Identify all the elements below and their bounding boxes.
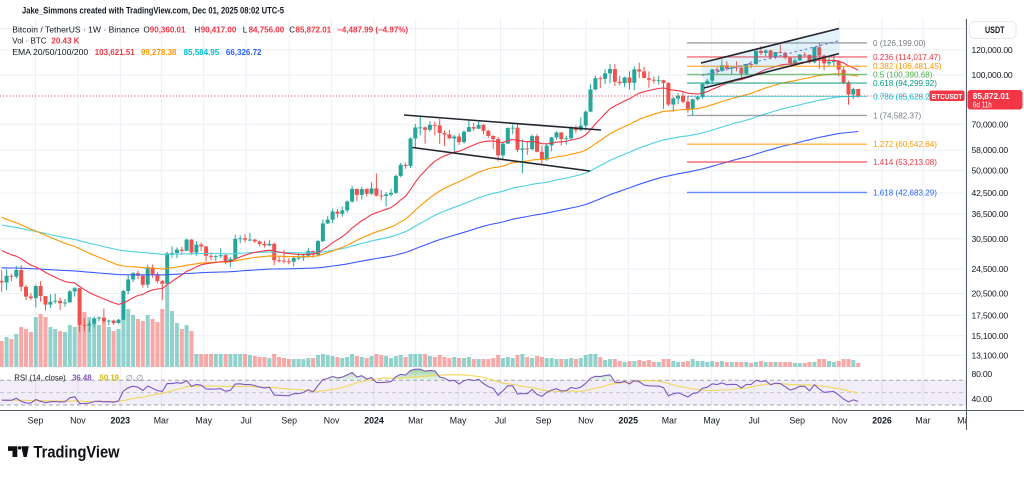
svg-text:∅.: ∅. [136,374,145,383]
svg-text:May: May [703,416,720,426]
svg-text:13,100.00: 13,100.00 [972,350,1009,360]
svg-text:1.618 (42,683.29): 1.618 (42,683.29) [873,188,937,197]
svg-text:90,360.01: 90,360.01 [150,26,186,35]
svg-text:RSI (14, close): RSI (14, close) [14,374,66,383]
svg-text:C: C [289,26,295,35]
svg-text:Sep: Sep [28,416,44,426]
svg-text:0.236 (114,017.47): 0.236 (114,017.47) [873,53,941,62]
svg-text:85,872.01: 85,872.01 [296,26,332,35]
svg-text:USDT: USDT [985,25,1005,35]
svg-text:100,000.00: 100,000.00 [972,70,1013,80]
svg-text:2026: 2026 [872,416,892,426]
svg-text:Mar: Mar [662,416,677,426]
svg-text:∅.: ∅. [126,374,135,383]
svg-text:Bitcoin / TetherUS · 1W · Bina: Bitcoin / TetherUS · 1W · Binance [12,26,140,35]
svg-text:2025: 2025 [619,416,639,426]
svg-text:0 (126,199.00): 0 (126,199.00) [873,39,926,48]
svg-text:May: May [450,416,467,426]
svg-text:1.272 (60,542.64): 1.272 (60,542.64) [873,140,937,149]
svg-text:80.00: 80.00 [972,369,993,379]
svg-text:66,326.72: 66,326.72 [226,48,262,57]
svg-text:H: H [194,26,200,35]
svg-text:Mar: Mar [154,416,169,426]
svg-text:50.19: 50.19 [100,374,120,383]
svg-text:BTCUSDT: BTCUSDT [932,94,963,101]
svg-text:85,584.95: 85,584.95 [184,48,220,57]
svg-text:30,500.00: 30,500.00 [972,234,1009,244]
svg-text:2024: 2024 [364,416,384,426]
svg-text:2023: 2023 [111,416,131,426]
svg-text:Mar: Mar [915,416,930,426]
svg-text:17,500.00: 17,500.00 [972,310,1009,320]
svg-text:Nov: Nov [324,416,340,426]
svg-text:May: May [195,416,212,426]
svg-text:70,000.00: 70,000.00 [972,119,1009,129]
svg-text:Nov: Nov [578,416,594,426]
svg-text:90,417.00: 90,417.00 [201,26,237,35]
svg-text:Sep: Sep [789,416,805,426]
svg-text:L: L [243,26,248,35]
svg-text:Vol · BTC: Vol · BTC [12,36,46,45]
svg-text:40.00: 40.00 [972,394,993,404]
svg-text:58,000.00: 58,000.00 [972,145,1009,155]
svg-text:85,872.01: 85,872.01 [973,91,1010,101]
svg-text:36,500.00: 36,500.00 [972,209,1009,219]
svg-text:0.5 (100,390.68): 0.5 (100,390.68) [873,70,933,79]
svg-text:120,000.00: 120,000.00 [972,45,1013,55]
svg-text:84,756.00: 84,756.00 [249,26,285,35]
svg-text:20,500.00: 20,500.00 [972,289,1009,299]
svg-text:−4,487.99 (−4.97%): −4,487.99 (−4.97%) [337,26,408,35]
svg-text:1.414 (53,213.08): 1.414 (53,213.08) [873,158,937,167]
svg-text:0.382 (106,481.45): 0.382 (106,481.45) [873,62,942,71]
svg-text:Jul: Jul [748,416,759,426]
svg-text:Sep: Sep [536,416,552,426]
svg-text:Jake_Simmons created with Trad: Jake_Simmons created with TradingView.co… [22,6,285,17]
svg-text:0.618 (94,299.92): 0.618 (94,299.92) [873,79,937,88]
svg-text:TradingView: TradingView [34,444,120,462]
svg-text:20.43 K: 20.43 K [51,36,79,45]
svg-text:Nov: Nov [70,416,86,426]
svg-text:Jul: Jul [495,416,506,426]
svg-text:6d 11h: 6d 11h [973,100,992,109]
svg-text:Sep: Sep [281,416,297,426]
svg-text:May: May [957,416,974,426]
svg-text:Jul: Jul [240,416,251,426]
svg-text:Nov: Nov [832,416,848,426]
svg-text:99,278.38: 99,278.38 [141,48,177,57]
svg-text:15,100.00: 15,100.00 [972,331,1009,341]
svg-text:O: O [144,26,150,35]
svg-text:24,500.00: 24,500.00 [972,264,1009,274]
svg-text:0.786 (85,628.27): 0.786 (85,628.27) [873,92,937,101]
svg-text:50,000.00: 50,000.00 [972,166,1009,176]
svg-text:Mar: Mar [408,416,423,426]
svg-text:42,500.00: 42,500.00 [972,188,1009,198]
svg-text:EMA 20/50/100/200: EMA 20/50/100/200 [12,48,88,57]
svg-text:36.48: 36.48 [72,374,92,383]
svg-text:1 (74,582.37): 1 (74,582.37) [873,111,921,120]
svg-text:103,621.51: 103,621.51 [95,48,136,57]
